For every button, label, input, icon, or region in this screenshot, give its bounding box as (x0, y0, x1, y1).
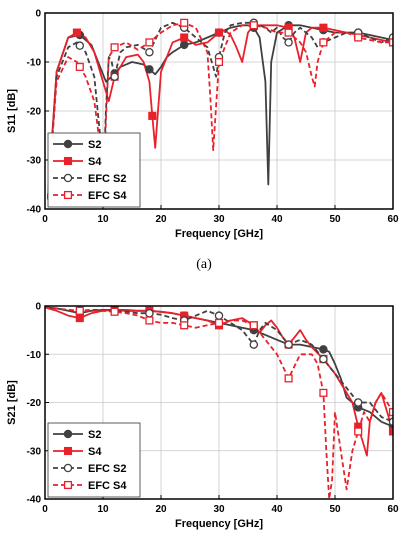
y-tick-label-2: -20 (27, 107, 42, 118)
legend-label-s4: S4 (88, 446, 102, 458)
legend-marker-efc-s4 (63, 190, 73, 200)
y-tick-label-3: -30 (27, 446, 42, 457)
chart-s21: 0 10 20 30 40 50 60 0 -10 -20 -30 -40 Frequency [GHz… (6, 302, 399, 531)
series-marker-s4-3 (180, 33, 189, 42)
series-marker-efc-s4-2 (145, 38, 154, 47)
series-marker-efc-s2-2 (145, 47, 154, 57)
legend-marker-s4 (63, 446, 73, 456)
series-line-efc-s2 (45, 306, 393, 423)
series-marker-efc-s4-8 (354, 427, 363, 436)
series-marker-efc-s4-7 (319, 388, 328, 397)
series-line-efc-s2 (47, 21, 393, 200)
legend-label-s4: S4 (88, 156, 102, 168)
series-marker-efc-s2-5 (249, 340, 259, 349)
y-axis-label: S21 [dB] (6, 380, 18, 425)
x-axis-label: Frequency [GHz] (175, 228, 263, 240)
series-marker-s4-0 (72, 28, 81, 37)
legend-marker-s2 (63, 139, 73, 149)
series-marker-efc-s2-1 (110, 72, 119, 81)
legend: S2 S4 EFC S2 EFC S4 (47, 422, 141, 498)
legend-marker-s2 (63, 429, 73, 439)
legend-label-efc-s2: EFC S2 (88, 463, 127, 475)
series-marker-efc-s4-0 (75, 62, 84, 71)
panel-label-a: (a) (196, 257, 212, 272)
legend: S2 S4 EFC S2 EFC S4 (47, 132, 141, 208)
x-axis-label: Frequency [GHz] (175, 518, 263, 530)
x-tick-label-5: 50 (329, 504, 341, 515)
series-marker-efc-s4-0 (75, 306, 84, 315)
series-marker-s4-2 (148, 111, 157, 120)
series-marker-efc-s4-1 (110, 43, 119, 52)
x-tick-label-0: 0 (42, 214, 48, 225)
series-marker-s2-3 (179, 40, 189, 50)
series-marker-efc-s2-8 (353, 398, 363, 407)
series-marker-efc-s2-4 (214, 311, 224, 320)
series-marker-efc-s4-4 (214, 57, 224, 67)
series-marker-efc-s4-1 (110, 307, 119, 316)
series-marker-efc-s4-3 (180, 18, 189, 27)
legend-label-efc-s4: EFC S4 (88, 190, 127, 202)
x-tick-label-0: 0 (42, 504, 48, 515)
series-line-efc-s4 (47, 21, 393, 201)
legend-label-efc-s4: EFC S4 (88, 480, 127, 492)
series-marker-efc-s4-8 (354, 33, 363, 42)
series-marker-efc-s4-3 (180, 321, 189, 330)
series-marker-efc-s4-4 (214, 318, 224, 327)
y-tick-label-4: -40 (27, 495, 42, 506)
series-marker-s4-9 (388, 427, 393, 436)
y-tick-label-0: 0 (35, 302, 41, 313)
legend-marker-efc-s2 (63, 463, 73, 473)
y-tick-label-3: -30 (27, 156, 42, 167)
series-marker-s4-4 (214, 28, 224, 37)
series-marker-efc-s4-5 (249, 321, 258, 330)
legend-label-s2: S2 (88, 139, 101, 151)
x-tick-label-2: 20 (155, 214, 167, 225)
legend-marker-efc-s2 (63, 173, 73, 183)
series-line-efc-s4 (45, 306, 393, 499)
legend-marker-s4 (63, 156, 73, 166)
legend-marker-efc-s4 (63, 480, 73, 490)
x-tick-label-4: 40 (271, 504, 283, 515)
x-tick-label-3: 30 (213, 504, 225, 515)
series-marker-efc-s2-6 (284, 38, 293, 47)
series-marker-efc-s2-2 (145, 308, 154, 318)
series-marker-efc-s4-9 (388, 408, 393, 417)
series-marker-s4-0 (75, 314, 84, 323)
series-group (45, 306, 393, 499)
y-tick-label-1: -10 (27, 350, 42, 361)
x-tick-label-6: 60 (387, 504, 399, 515)
x-tick-label-2: 20 (155, 504, 167, 515)
series-marker-s2-7 (319, 345, 328, 354)
x-tick-label-4: 40 (271, 214, 283, 225)
y-axis-label: S11 [dB] (6, 89, 18, 133)
series-marker-s4-7 (319, 23, 328, 32)
y-tick-label-0: 0 (35, 9, 41, 20)
y-tick-label-2: -20 (27, 398, 42, 409)
x-tick-label-6: 60 (387, 214, 399, 225)
series-marker-s2-2 (145, 65, 154, 74)
series-marker-efc-s4-5 (249, 21, 258, 30)
series-marker-efc-s4-9 (388, 38, 393, 47)
series-marker-efc-s4-2 (145, 316, 154, 325)
series-marker-efc-s4-7 (319, 38, 328, 47)
series-marker-efc-s2-0 (75, 41, 85, 50)
series-group (47, 18, 393, 201)
series-marker-efc-s2-6 (284, 340, 293, 349)
legend-label-efc-s2: EFC S2 (88, 173, 127, 185)
x-tick-label-5: 50 (329, 214, 341, 225)
x-tick-label-3: 30 (213, 214, 225, 225)
series-marker-efc-s4-6 (284, 374, 293, 383)
x-tick-label-1: 10 (97, 504, 109, 515)
y-tick-label-1: -10 (27, 58, 42, 69)
series-marker-efc-s2-7 (319, 354, 328, 364)
legend-label-s2: S2 (88, 429, 101, 441)
chart-s11: 0 10 20 30 40 50 60 0 -10 -20 -30 -40 Frequency [GHz… (6, 9, 399, 241)
x-tick-label-1: 10 (97, 214, 109, 225)
y-tick-label-4: -40 (27, 205, 42, 216)
series-marker-efc-s4-6 (284, 28, 293, 37)
